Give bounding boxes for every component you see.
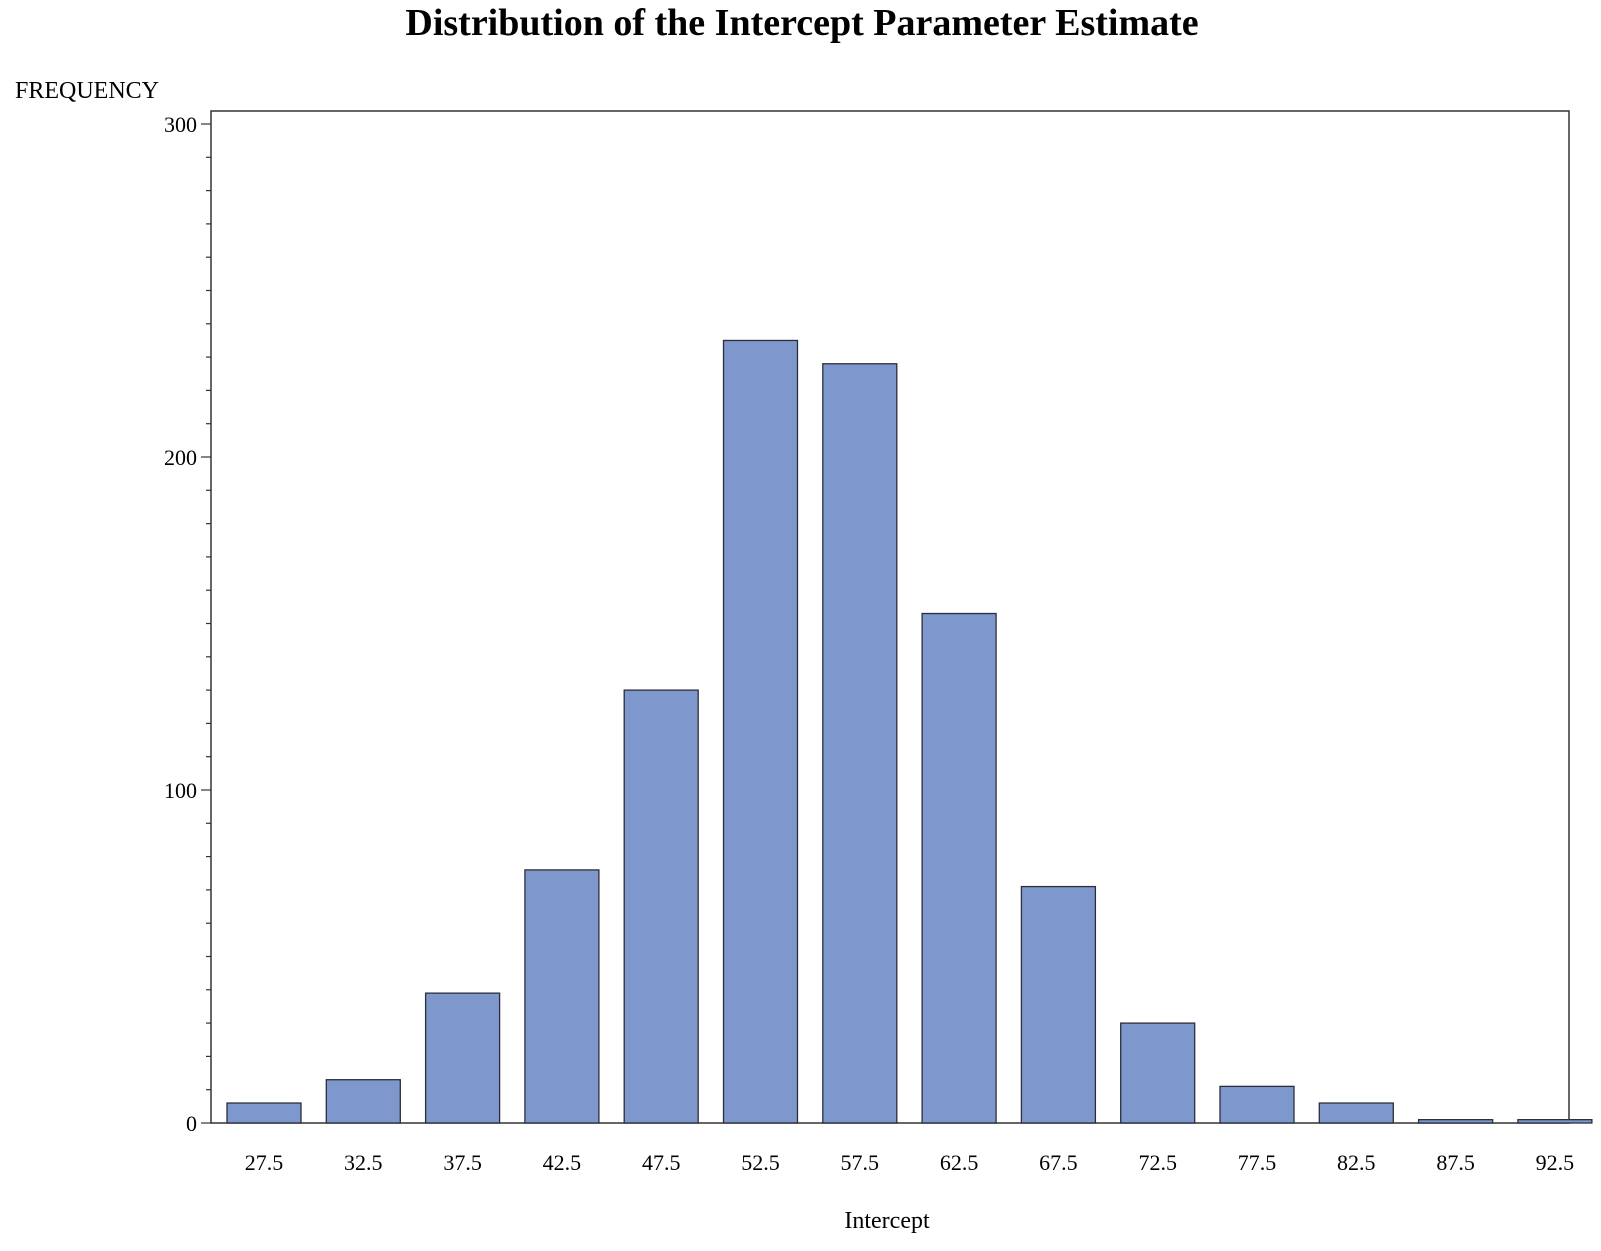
x-tick-label: 77.5 (1238, 1150, 1277, 1175)
bar-42.5 (524, 869, 600, 1124)
x-tick-label: 67.5 (1039, 1150, 1078, 1175)
x-tick-label: 87.5 (1436, 1150, 1475, 1175)
x-tick-label: 27.5 (245, 1150, 284, 1175)
bar-52.5 (722, 339, 799, 1124)
x-tick-label: 92.5 (1536, 1150, 1575, 1175)
x-axis: 27.5 32.5 37.5 42.5 47.5 52.5 57.5 62.5 67.5 72.5… (245, 1150, 1574, 1175)
x-tick-label: 37.5 (443, 1150, 482, 1175)
x-tick-label: 47.5 (642, 1150, 681, 1175)
bar-72.5 (1120, 1022, 1196, 1124)
bar-77.5 (1219, 1085, 1295, 1124)
bar-87.5 (1417, 1119, 1494, 1124)
y-tick-label: 0 (186, 1111, 197, 1136)
x-tick-label: 72.5 (1138, 1150, 1177, 1175)
bar-27.5 (226, 1102, 302, 1124)
x-axis-label: Intercept (844, 1208, 930, 1234)
y-tick-label: 300 (164, 112, 197, 137)
bars-group (226, 339, 1593, 1124)
bar-62.5 (921, 612, 997, 1124)
y-axis: 0 100 200 300 (164, 112, 211, 1136)
x-tick-label: 52.5 (741, 1150, 780, 1175)
bar-92.5 (1517, 1119, 1593, 1124)
bar-47.5 (623, 689, 699, 1124)
x-tick-label: 62.5 (940, 1150, 979, 1175)
x-tick-label: 42.5 (543, 1150, 582, 1175)
bar-37.5 (424, 992, 501, 1124)
x-tick-label: 57.5 (841, 1150, 880, 1175)
bar-82.5 (1318, 1102, 1394, 1124)
y-tick-label: 100 (164, 778, 197, 803)
y-axis-label: FREQUENCY (15, 78, 159, 104)
bar-32.5 (325, 1079, 401, 1124)
chart-title: Distribution of the Intercept Parameter … (405, 2, 1198, 44)
bar-67.5 (1020, 885, 1097, 1124)
bar-57.5 (822, 363, 898, 1124)
y-tick-label: 200 (164, 445, 197, 470)
x-tick-label: 82.5 (1337, 1150, 1376, 1175)
x-tick-label: 32.5 (344, 1150, 383, 1175)
